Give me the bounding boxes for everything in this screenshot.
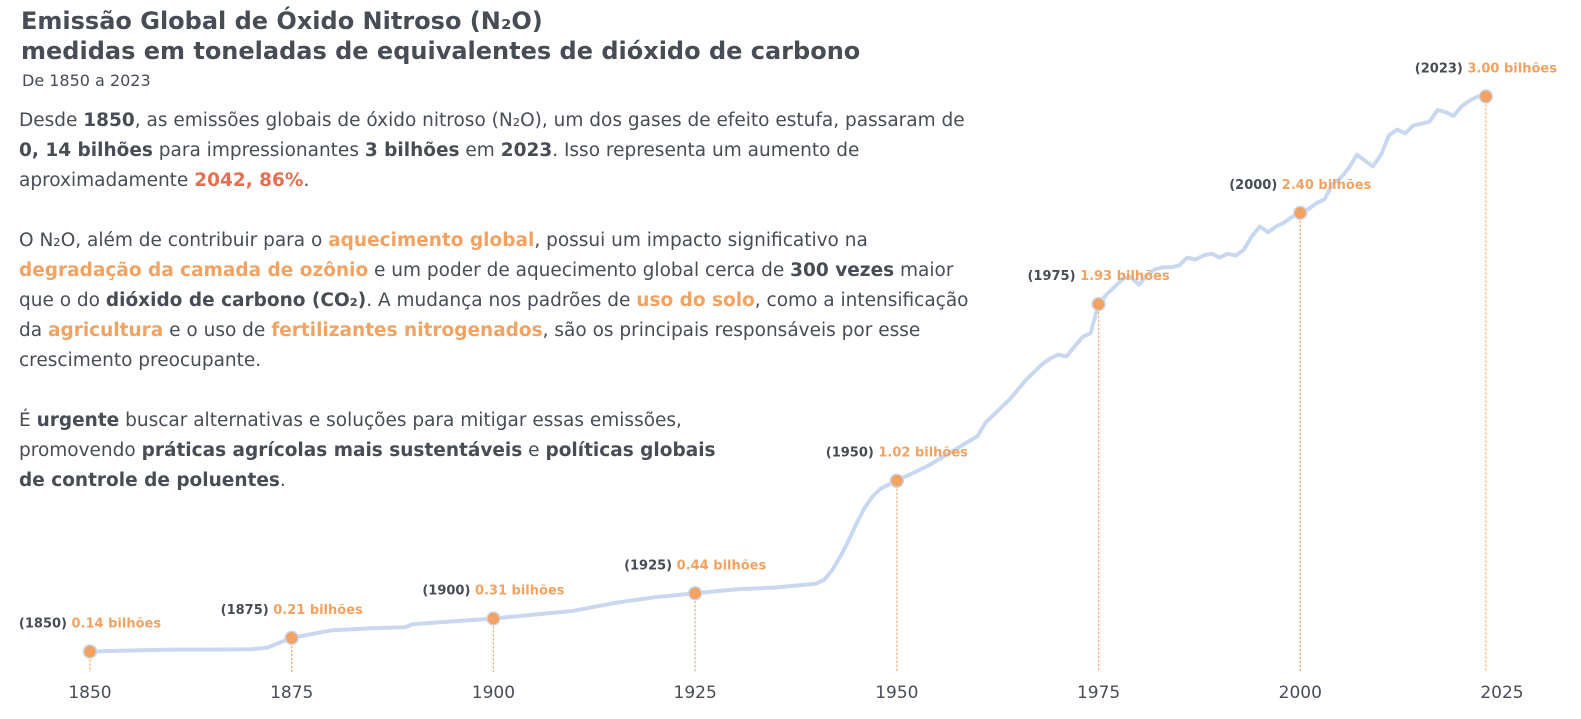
text-bold: urgente bbox=[36, 410, 120, 431]
annotation-label: (1950) 1.02 bilhões bbox=[826, 446, 968, 461]
annotation-year: (1850) bbox=[19, 617, 72, 632]
paragraph-1: Desde 1850, as emissões globais de óxido… bbox=[19, 106, 979, 196]
x-tick-label: 1875 bbox=[270, 683, 313, 703]
text-span: para impressionantes bbox=[152, 140, 365, 161]
text-span: . bbox=[279, 470, 286, 491]
annotation-label: (1875) 0.21 bilhões bbox=[221, 603, 363, 618]
text-highlight: uso do solo bbox=[636, 290, 755, 311]
data-point-marker bbox=[889, 473, 905, 488]
annotation-label: (2023) 3.00 bilhões bbox=[1415, 62, 1557, 77]
data-point-marker bbox=[1293, 205, 1308, 221]
paragraph-2: O N₂O, além de contribuir para o aquecim… bbox=[19, 226, 979, 376]
text-span: , são os principais responsáveis por ess… bbox=[19, 320, 921, 371]
annotation-value: 2.40 bilhões bbox=[1282, 178, 1372, 193]
text-bold: 1850 bbox=[83, 110, 135, 131]
text-span: . Isso representa um aumento de aproxima… bbox=[19, 140, 860, 191]
data-point-marker bbox=[1091, 296, 1106, 312]
annotation-value: 3.00 bilhões bbox=[1467, 62, 1557, 77]
text-span: e o uso de bbox=[163, 320, 272, 341]
text-span: Desde bbox=[19, 110, 84, 131]
x-tick-label: 1950 bbox=[875, 683, 918, 703]
title-line-1: Emissão Global de Óxido Nitroso (N₂O) bbox=[21, 7, 543, 35]
annotation-value: 1.02 bilhões bbox=[878, 446, 968, 461]
text-bold: 2023 bbox=[500, 140, 553, 161]
annotation-label: (1975) 1.93 bilhões bbox=[1027, 269, 1169, 284]
annotation-value: 0.31 bilhões bbox=[475, 584, 565, 599]
x-tick-label: 2025 bbox=[1480, 683, 1523, 703]
text-span: maior que o do bbox=[19, 260, 954, 311]
text-span: , as emissões globais de óxido nitroso (… bbox=[134, 110, 965, 131]
x-tick-label: 1850 bbox=[68, 683, 111, 703]
annotation-value: 0.44 bilhões bbox=[677, 558, 767, 573]
chart-title: Emissão Global de Óxido Nitroso (N₂O) me… bbox=[21, 6, 860, 66]
annotation-year: (2000) bbox=[1229, 178, 1282, 193]
data-point-marker bbox=[82, 644, 98, 659]
text-highlight: degradação da camada de ozônio bbox=[19, 260, 369, 281]
text-span: buscar alternativas e soluções para miti… bbox=[19, 410, 682, 461]
text-span: em bbox=[459, 140, 501, 161]
annotation-year: (1950) bbox=[826, 446, 879, 461]
text-span: e um poder de aquecimento global cerca d… bbox=[368, 260, 791, 281]
text-span: . bbox=[303, 170, 310, 191]
text-span: , como a intensificação da bbox=[19, 290, 969, 341]
text-bold: 300 vezes bbox=[790, 260, 895, 281]
description-text: Desde 1850, as emissões globais de óxido… bbox=[19, 106, 979, 526]
chart-subtitle: De 1850 a 2023 bbox=[22, 71, 151, 90]
annotation-label: (1900) 0.31 bilhões bbox=[422, 584, 564, 599]
annotation-year: (1875) bbox=[221, 603, 274, 618]
annotation-year: (1925) bbox=[624, 558, 677, 573]
text-span: O N₂O, além de contribuir para o bbox=[19, 230, 329, 251]
data-point-marker bbox=[1478, 89, 1494, 104]
text-span: , possui um impacto significativo na bbox=[534, 230, 868, 251]
title-line-2: medidas em toneladas de equivalentes de … bbox=[21, 37, 861, 65]
annotation-markers bbox=[82, 89, 1494, 659]
annotation-value: 1.93 bilhões bbox=[1080, 269, 1170, 284]
text-highlight-red: 2042, 86% bbox=[194, 170, 304, 191]
text-span: . A mudança nos padrões de bbox=[366, 290, 637, 311]
text-bold: 0, 14 bilhões bbox=[19, 140, 153, 161]
text-highlight: agricultura bbox=[47, 320, 164, 341]
annotation-labels: (1850) 0.14 bilhões(1875) 0.21 bilhões(1… bbox=[19, 62, 1557, 632]
annotation-year: (2023) bbox=[1415, 62, 1468, 77]
annotation-value: 0.21 bilhões bbox=[273, 603, 363, 618]
x-tick-label: 1925 bbox=[674, 683, 717, 703]
text-bold: políticas globais de controle de poluent… bbox=[19, 440, 716, 491]
data-point-marker bbox=[284, 630, 299, 646]
x-axis-ticks: 1850 1875 1900 1925 1950 1975 2000 2025 bbox=[68, 683, 1523, 703]
text-highlight: fertilizantes nitrogenados bbox=[271, 320, 543, 341]
annotation-label: (1925) 0.44 bilhões bbox=[624, 558, 766, 573]
annotation-label: (2000) 2.40 bilhões bbox=[1229, 178, 1371, 193]
annotation-label: (1850) 0.14 bilhões bbox=[19, 617, 161, 632]
text-span: É bbox=[19, 410, 37, 431]
annotation-year: (1975) bbox=[1027, 269, 1080, 284]
text-bold: dióxido de carbono (CO₂) bbox=[105, 290, 367, 311]
text-span: e bbox=[522, 440, 546, 461]
x-tick-label: 1900 bbox=[472, 683, 515, 703]
paragraph-3: É urgente buscar alternativas e soluções… bbox=[19, 406, 719, 496]
text-highlight: aquecimento global bbox=[328, 230, 535, 251]
data-point-marker bbox=[687, 586, 703, 601]
annotation-year: (1900) bbox=[422, 584, 475, 599]
x-tick-label: 2000 bbox=[1279, 683, 1322, 703]
series-line bbox=[88, 94, 1488, 654]
x-tick-label: 1975 bbox=[1077, 683, 1120, 703]
drop-lines bbox=[89, 96, 1487, 672]
text-bold: práticas agrícolas mais sustentáveis bbox=[141, 440, 523, 461]
text-bold: 3 bilhões bbox=[364, 140, 460, 161]
data-point-marker bbox=[486, 611, 501, 626]
annotation-value: 0.14 bilhões bbox=[72, 617, 162, 632]
